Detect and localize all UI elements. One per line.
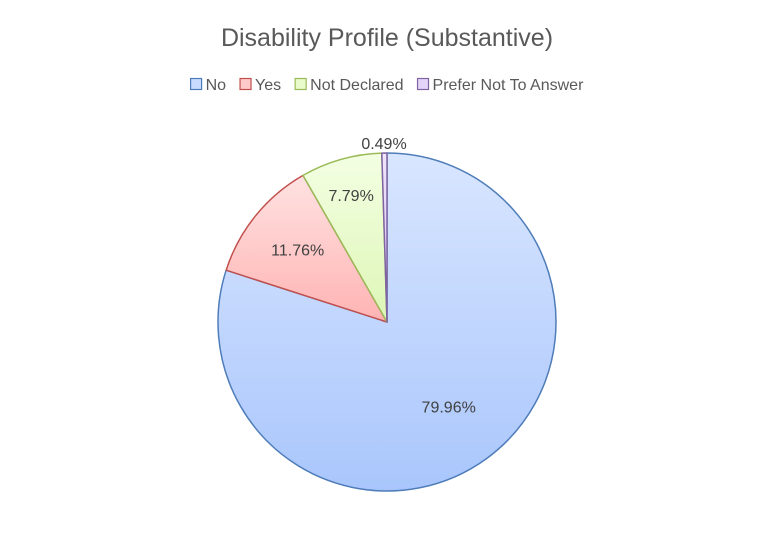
legend-swatch-prefer-not-to-answer: [416, 77, 430, 91]
pie-slice-prefer-not-to-answer: [381, 152, 388, 323]
legend-label-prefer-not-to-answer: Prefer Not To Answer: [433, 77, 585, 94]
legend-item-no: No: [189, 77, 227, 94]
legend-swatch-no: [189, 77, 203, 91]
data-label-prefer-not-to-answer: 0.49%: [361, 136, 406, 153]
legend-label-no: No: [206, 77, 227, 94]
legend-swatch-yes: [239, 77, 252, 91]
legend-item-prefer-not-to-answer: Prefer Not To Answer: [416, 77, 585, 94]
chart-legend: No Yes Not Declared Prefer Not To Answer: [189, 77, 585, 94]
legend-label-yes: Yes: [255, 77, 281, 94]
legend-item-yes: Yes: [239, 77, 281, 94]
chart-title: Disability Profile (Substantive): [221, 24, 553, 52]
data-labels: 79.96% 11.76% 7.79% 0.49%: [271, 136, 476, 417]
legend-label-not-declared: Not Declared: [310, 77, 403, 94]
pie-slice-yes: [225, 174, 388, 323]
pie-slices: [217, 152, 557, 492]
data-label-no: 79.96%: [422, 400, 476, 417]
legend-swatch-not-declared: [294, 77, 307, 91]
pie-slice-no: [217, 152, 557, 492]
data-label-not-declared: 7.79%: [328, 188, 373, 205]
data-label-yes: 11.76%: [271, 243, 324, 260]
legend-item-not-declared: Not Declared: [294, 77, 404, 94]
